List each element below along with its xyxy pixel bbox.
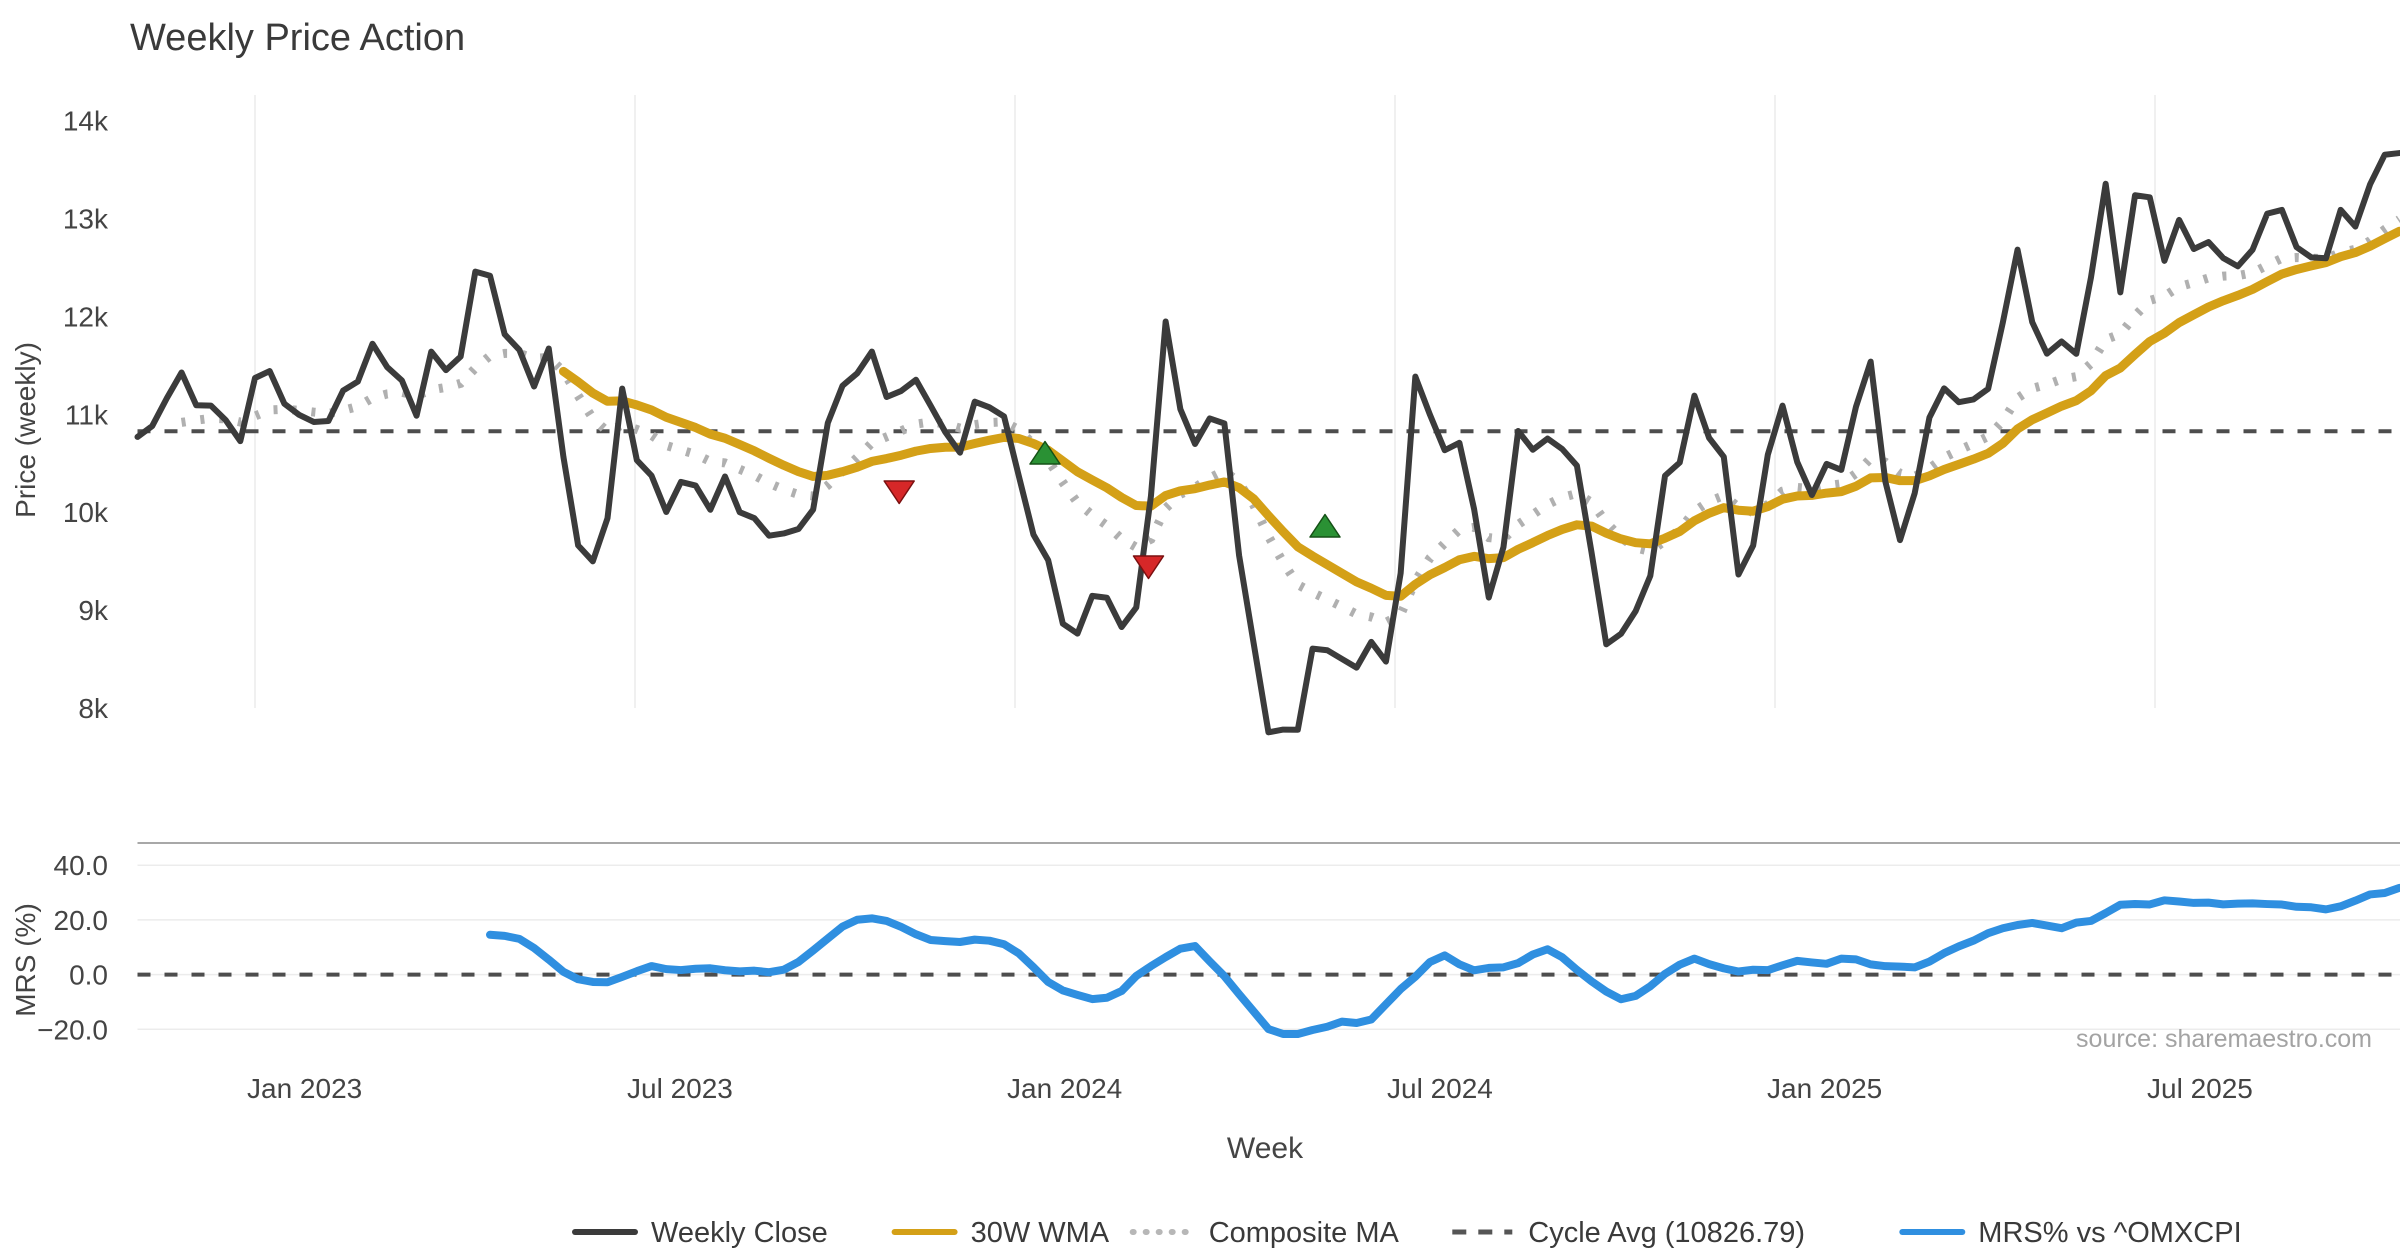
svg-text:11k: 11k <box>65 399 109 430</box>
svg-text:20.0: 20.0 <box>54 905 109 936</box>
svg-text:12k: 12k <box>63 301 109 332</box>
svg-text:−20.0: −20.0 <box>37 1014 108 1045</box>
svg-text:Jan 2024: Jan 2024 <box>1007 1073 1122 1104</box>
svg-text:MRS (%): MRS (%) <box>10 903 41 1017</box>
svg-text:source: sharemaestro.com: source: sharemaestro.com <box>2076 1025 2372 1053</box>
svg-text:MRS% vs ^OMXCPI: MRS% vs ^OMXCPI <box>1978 1217 2241 1249</box>
svg-text:Jul 2023: Jul 2023 <box>627 1073 733 1104</box>
svg-text:Week: Week <box>1227 1132 1304 1165</box>
svg-text:8k: 8k <box>78 693 109 724</box>
svg-text:Weekly Price Action: Weekly Price Action <box>130 17 465 59</box>
svg-text:Composite MA: Composite MA <box>1209 1217 1400 1249</box>
svg-text:Jan 2025: Jan 2025 <box>1767 1073 1882 1104</box>
svg-text:Price (weekly): Price (weekly) <box>10 342 41 518</box>
svg-text:0.0: 0.0 <box>69 960 108 991</box>
svg-text:10k: 10k <box>63 497 109 528</box>
svg-text:14k: 14k <box>63 106 109 137</box>
svg-text:Weekly Close: Weekly Close <box>651 1217 828 1249</box>
svg-text:Cycle Avg (10826.79): Cycle Avg (10826.79) <box>1528 1217 1805 1249</box>
svg-text:40.0: 40.0 <box>54 850 109 881</box>
svg-text:13k: 13k <box>63 204 109 235</box>
svg-text:Jan 2023: Jan 2023 <box>247 1073 362 1104</box>
svg-text:Jul 2025: Jul 2025 <box>2147 1073 2253 1104</box>
svg-text:Jul 2024: Jul 2024 <box>1387 1073 1493 1104</box>
svg-text:9k: 9k <box>78 595 109 626</box>
svg-text:30W WMA: 30W WMA <box>971 1217 1110 1249</box>
